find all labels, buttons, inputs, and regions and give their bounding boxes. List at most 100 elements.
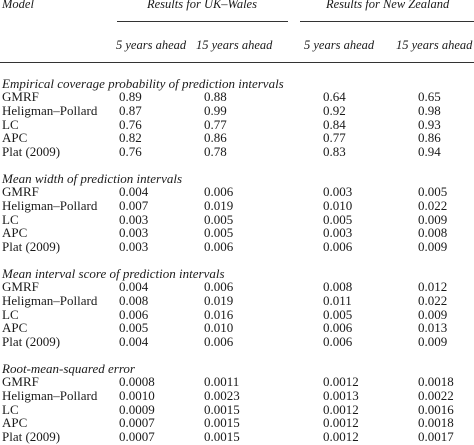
cell-value: 0.0015 (204, 402, 240, 417)
cell-value: 0.0015 (204, 415, 240, 430)
section-title: Empirical coverage probability of predic… (2, 76, 284, 91)
cell-value: 0.005 (204, 212, 234, 227)
uk-wales-group-rule (117, 21, 288, 22)
cell-value: 0.013 (418, 320, 448, 335)
cell-value: 0.93 (418, 117, 441, 132)
cell-value: 0.003 (323, 225, 353, 240)
cell-value: 0.005 (323, 307, 353, 322)
row-model-label: LC (2, 307, 19, 322)
row-model-label: GMRF (2, 374, 39, 389)
cell-value: 0.006 (323, 239, 353, 254)
cell-value: 0.008 (119, 293, 149, 308)
row-model-label: LC (2, 117, 19, 132)
row-model-label: LC (2, 402, 19, 417)
cell-value: 0.005 (119, 320, 149, 335)
cell-value: 0.82 (119, 130, 142, 145)
cell-value: 0.88 (204, 89, 227, 104)
cell-value: 0.004 (119, 279, 149, 294)
cell-value: 0.0018 (418, 415, 454, 430)
cell-value: 0.010 (323, 198, 353, 213)
cell-value: 0.022 (418, 293, 448, 308)
cell-value: 0.0013 (323, 388, 359, 403)
cell-value: 0.83 (323, 144, 346, 159)
cell-value: 0.77 (323, 130, 346, 145)
row-model-label: Heligman–Pollard (2, 293, 98, 308)
cell-value: 0.89 (119, 89, 142, 104)
cell-value: 0.011 (323, 293, 352, 308)
cell-value: 0.86 (204, 130, 227, 145)
cell-value: 0.006 (204, 184, 234, 199)
row-model-label: GMRF (2, 184, 39, 199)
cell-value: 0.0023 (204, 388, 240, 403)
cell-value: 0.006 (323, 334, 353, 349)
cell-value: 0.78 (204, 144, 227, 159)
new-zealand-group-header: Results for New Zealand (326, 0, 450, 11)
cell-value: 0.92 (323, 103, 346, 118)
row-model-label: Plat (2009) (2, 334, 61, 349)
cell-value: 0.003 (119, 239, 149, 254)
cell-value: 0.008 (418, 225, 448, 240)
cell-value: 0.019 (204, 293, 234, 308)
cell-value: 0.005 (418, 184, 448, 199)
uk-5-years-header: 5 years ahead (116, 38, 187, 52)
cell-value: 0.009 (418, 334, 448, 349)
cell-value: 0.0012 (323, 415, 359, 430)
cell-value: 0.003 (323, 184, 353, 199)
header-bottom-rule (0, 62, 474, 63)
section-title: Mean width of prediction intervals (2, 171, 183, 186)
cell-value: 0.003 (119, 212, 149, 227)
nz-15-years-header: 15 years ahead (396, 38, 473, 52)
row-model-label: LC (2, 212, 19, 227)
cell-value: 0.76 (119, 144, 142, 159)
cell-value: 0.84 (323, 117, 346, 132)
cell-value: 0.0012 (323, 429, 359, 444)
cell-value: 0.006 (204, 334, 234, 349)
cell-value: 0.022 (418, 198, 448, 213)
cell-value: 0.0017 (418, 429, 454, 444)
row-model-label: APC (2, 130, 28, 145)
uk-wales-group-header: Results for UK–Wales (147, 0, 257, 11)
cell-value: 0.009 (418, 239, 448, 254)
cell-value: 0.0015 (204, 429, 240, 444)
row-model-label: Plat (2009) (2, 144, 61, 159)
row-model-label: GMRF (2, 279, 39, 294)
cell-value: 0.006 (323, 320, 353, 335)
cell-value: 0.0012 (323, 402, 359, 417)
cell-value: 0.0007 (119, 429, 155, 444)
cell-value: 0.012 (418, 279, 448, 294)
cell-value: 0.99 (204, 103, 227, 118)
cell-value: 0.0007 (119, 415, 155, 430)
cell-value: 0.007 (119, 198, 149, 213)
cell-value: 0.016 (204, 307, 234, 322)
cell-value: 0.64 (323, 89, 346, 104)
cell-value: 0.0008 (119, 374, 155, 389)
cell-value: 0.009 (418, 212, 448, 227)
cell-value: 0.77 (204, 117, 227, 132)
row-model-label: APC (2, 320, 28, 335)
cell-value: 0.87 (119, 103, 142, 118)
new-zealand-group-rule (300, 21, 474, 22)
uk-15-years-header: 15 years ahead (196, 38, 273, 52)
cell-value: 0.003 (119, 225, 149, 240)
row-model-label: APC (2, 415, 28, 430)
cell-value: 0.0016 (418, 402, 454, 417)
cell-value: 0.0022 (418, 388, 454, 403)
cell-value: 0.76 (119, 117, 142, 132)
cell-value: 0.0011 (204, 374, 240, 389)
cell-value: 0.0012 (323, 374, 359, 389)
cell-value: 0.004 (119, 334, 149, 349)
cell-value: 0.004 (119, 184, 149, 199)
row-model-label: Heligman–Pollard (2, 103, 98, 118)
cell-value: 0.019 (204, 198, 234, 213)
cell-value: 0.009 (418, 307, 448, 322)
row-model-label: Plat (2009) (2, 429, 61, 444)
cell-value: 0.0009 (119, 402, 155, 417)
cell-value: 0.006 (204, 239, 234, 254)
model-column-header: Model (2, 0, 34, 11)
cell-value: 0.65 (418, 89, 441, 104)
cell-value: 0.86 (418, 130, 441, 145)
row-model-label: Heligman–Pollard (2, 388, 98, 403)
nz-5-years-header: 5 years ahead (304, 38, 375, 52)
cell-value: 0.0010 (119, 388, 155, 403)
row-model-label: Plat (2009) (2, 239, 61, 254)
